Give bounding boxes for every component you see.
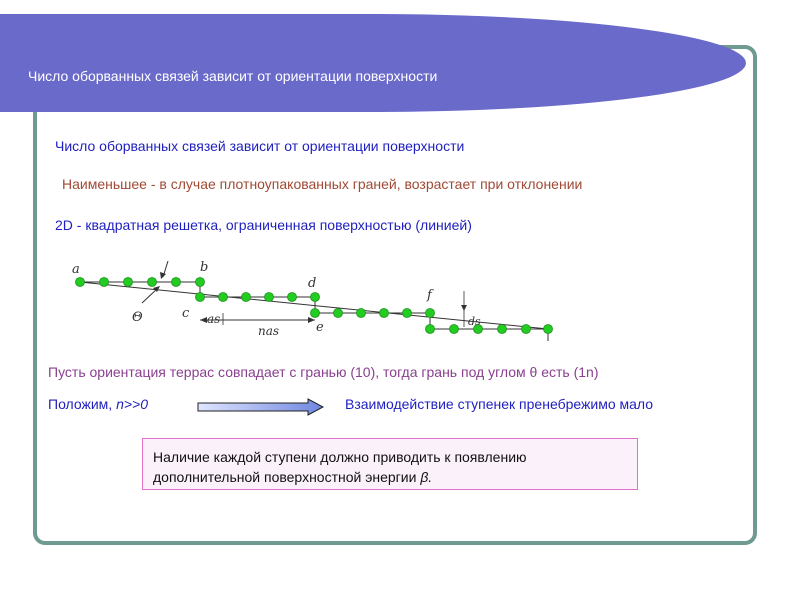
label-b: b: [200, 260, 208, 275]
node: [449, 324, 459, 334]
node: [287, 292, 297, 302]
dim-nas-left: [200, 317, 207, 323]
header-title: Число оборванных связей зависит от ориен…: [28, 68, 438, 84]
assume-prefix: Положим,: [48, 396, 117, 412]
text-close-packed: Наименьшее - в случае плотноупакованных …: [62, 176, 583, 192]
node: [543, 324, 553, 334]
surface-step-diagram: a b c d e f Θ as nas ds: [72, 260, 553, 341]
node: [521, 324, 531, 334]
arrow-f-head: [160, 272, 166, 279]
label-d: d: [308, 276, 316, 291]
node: [218, 292, 228, 302]
label-ds: ds: [468, 315, 481, 328]
text-2d-lattice: 2D - квадратная решетка, ограниченная по…: [55, 217, 472, 233]
node: [425, 324, 435, 334]
text-dangling-bonds: Число оборванных связей зависит от ориен…: [55, 138, 465, 154]
arrow-theta: [141, 287, 159, 304]
label-a: a: [72, 262, 80, 277]
ds-arrow: [461, 305, 467, 311]
assume-condition: n>>0: [116, 396, 149, 412]
node: [123, 277, 133, 287]
node: [264, 292, 274, 302]
node: [425, 308, 435, 318]
node: [99, 277, 109, 287]
text-terraces: Пусть ориентация террас совпадает с гран…: [48, 364, 599, 380]
node: [195, 292, 205, 302]
note-line-1: Наличие каждой ступени должно приводить …: [153, 449, 527, 465]
label-c: c: [182, 306, 190, 321]
arrow-theta-head: [153, 286, 160, 292]
node: [379, 308, 389, 318]
node: [356, 308, 366, 318]
note-box: Наличие каждой ступени должно приводить …: [142, 438, 638, 490]
node: [310, 292, 320, 302]
dim-nas-right: [308, 317, 315, 323]
node: [147, 277, 157, 287]
node: [310, 308, 320, 318]
node: [171, 277, 181, 287]
label-f: f: [426, 288, 434, 303]
node: [402, 308, 412, 318]
node: [497, 324, 507, 334]
node: [195, 277, 205, 287]
label-as: as: [207, 312, 220, 326]
header-band: Число оборванных связей зависит от ориен…: [0, 14, 746, 112]
implication-arrow: [197, 398, 325, 416]
label-e: e: [316, 320, 324, 335]
note-line-2: дополнительной поверхностной энергии β.: [153, 467, 627, 487]
text-assume: Положим, n>>0: [48, 396, 148, 412]
note-line-2-text: дополнительной поверхностной энергии: [153, 469, 421, 485]
lattice-nodes: [75, 277, 553, 334]
beta-symbol: β.: [420, 469, 433, 485]
label-theta: Θ: [132, 310, 143, 325]
node: [241, 292, 251, 302]
node: [473, 324, 483, 334]
text-steps-interaction: Взаимодействие ступенек пренебрежимо мал…: [345, 396, 654, 412]
label-nas: nas: [258, 324, 279, 338]
node: [75, 277, 85, 287]
node: [333, 308, 343, 318]
